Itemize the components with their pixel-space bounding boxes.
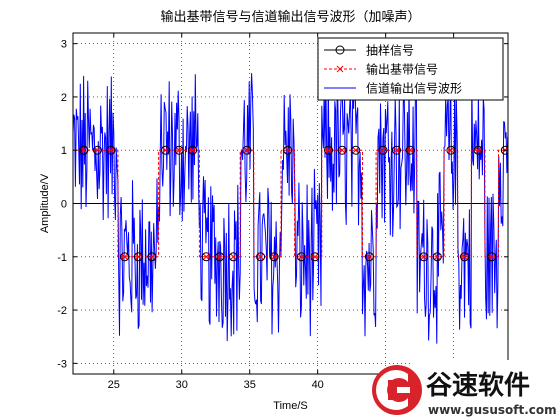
sampling-point bbox=[147, 252, 157, 262]
sampling-point bbox=[120, 252, 130, 262]
baseband-point bbox=[216, 253, 224, 261]
sampling-point bbox=[378, 145, 388, 155]
baseband-point bbox=[257, 253, 264, 261]
gusu-logo-icon bbox=[372, 365, 422, 415]
baseband-point bbox=[202, 253, 210, 261]
baseband-point bbox=[352, 146, 360, 154]
baseband-point bbox=[433, 253, 441, 261]
sampling-point bbox=[133, 252, 143, 262]
legend-entry-baseband: 输出基带信号 bbox=[324, 62, 438, 77]
sampling-point bbox=[337, 145, 347, 155]
sampling-point bbox=[296, 252, 306, 262]
baseband-point bbox=[325, 146, 332, 154]
baseband-point bbox=[162, 146, 169, 154]
baseband-point bbox=[284, 146, 292, 154]
y-tick-label: -2 bbox=[57, 305, 67, 317]
legend-label-sampling: 抽样信号 bbox=[366, 43, 414, 58]
sampling-point bbox=[174, 145, 184, 155]
y-tick-label: 1 bbox=[61, 145, 67, 157]
baseband-point bbox=[148, 253, 156, 261]
watermark-name: 谷速软件 bbox=[426, 371, 530, 401]
baseband-point bbox=[406, 146, 414, 154]
baseband-point bbox=[189, 146, 196, 154]
legend-marker-x bbox=[336, 65, 344, 73]
sampling-point bbox=[392, 145, 402, 155]
sampling-point bbox=[283, 145, 293, 155]
sampling-point bbox=[432, 252, 442, 262]
baseband-point bbox=[230, 253, 237, 261]
x-axis-label: Time/S bbox=[273, 400, 307, 412]
x-tick-label: 30 bbox=[176, 379, 188, 391]
sampling-point bbox=[106, 145, 116, 155]
legend: 抽样信号 输出基带信号 信道输出信号波形 bbox=[317, 37, 504, 101]
sampling-point bbox=[201, 252, 211, 262]
sampling-point bbox=[324, 145, 334, 155]
legend-entry-channel: 信道输出信号波形 bbox=[324, 81, 462, 96]
sampling-point bbox=[460, 252, 469, 262]
y-tick-label: 2 bbox=[61, 92, 67, 104]
sampling-point bbox=[228, 252, 238, 262]
baseband-point bbox=[488, 253, 496, 261]
baseband-point bbox=[270, 253, 278, 261]
sampling-point bbox=[419, 252, 429, 262]
x-tick-label: 40 bbox=[312, 379, 324, 391]
baseband-point bbox=[311, 253, 319, 261]
sampling-point bbox=[310, 252, 320, 262]
sampling-point bbox=[500, 145, 508, 155]
baseband-point bbox=[420, 253, 428, 261]
baseband-point bbox=[175, 146, 183, 154]
baseband-point bbox=[379, 146, 387, 154]
sampling-point bbox=[242, 145, 252, 155]
baseband-point bbox=[365, 253, 373, 261]
baseband-point bbox=[243, 146, 251, 154]
legend-label-baseband: 输出基带信号 bbox=[366, 62, 438, 77]
y-tick-label: -3 bbox=[57, 358, 67, 370]
series-layer bbox=[73, 71, 508, 344]
legend-marker-circle bbox=[335, 45, 345, 55]
baseband-point bbox=[134, 253, 142, 261]
sampling-point bbox=[473, 145, 483, 155]
sampling-point bbox=[79, 145, 89, 155]
y-tick-label: 0 bbox=[61, 199, 67, 211]
x-tick-label: 25 bbox=[108, 379, 120, 391]
sampling-point bbox=[351, 145, 361, 155]
watermark-url: www.gususoft.com bbox=[428, 403, 557, 417]
sampling-point bbox=[256, 252, 266, 262]
y-axis-label: Amplitude/V bbox=[39, 173, 51, 233]
sampling-point bbox=[188, 145, 198, 155]
legend-label-channel: 信道输出信号波形 bbox=[366, 81, 462, 96]
chart-title: 输出基带信号与信道输出信号波形（加噪声） bbox=[160, 9, 420, 25]
sampling-point bbox=[92, 145, 102, 155]
x-tick-label: 35 bbox=[244, 379, 256, 391]
legend-box bbox=[317, 37, 504, 101]
y-tick-label: 3 bbox=[61, 39, 67, 51]
legend-entry-sampling: 抽样信号 bbox=[324, 43, 414, 58]
baseband-point bbox=[107, 146, 115, 154]
series-baseband-line bbox=[77, 149, 508, 258]
series-channel-waveform bbox=[73, 71, 508, 344]
baseband-point bbox=[447, 146, 455, 154]
baseband-point bbox=[393, 146, 400, 154]
y-tick-label: -1 bbox=[57, 252, 67, 264]
baseband-point bbox=[80, 146, 88, 154]
sampling-point bbox=[364, 252, 374, 262]
baseband-point bbox=[121, 253, 129, 261]
sampling-point bbox=[215, 252, 225, 262]
sampling-point bbox=[405, 145, 415, 155]
baseband-point bbox=[461, 253, 468, 261]
watermark: 谷速软件 www.gususoft.com bbox=[372, 360, 560, 420]
baseband-point bbox=[338, 146, 346, 154]
sampling-point bbox=[269, 252, 279, 262]
sampling-point bbox=[487, 252, 497, 262]
baseband-point bbox=[94, 146, 101, 154]
baseband-point bbox=[474, 146, 482, 154]
sampling-point bbox=[160, 145, 170, 155]
baseband-point bbox=[298, 253, 305, 261]
sampling-point bbox=[446, 145, 456, 155]
